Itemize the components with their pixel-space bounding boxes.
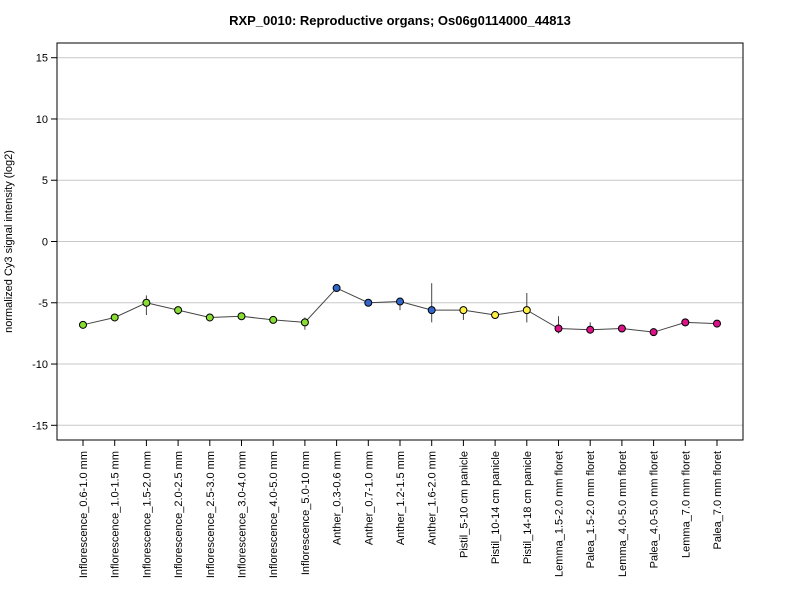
x-tick-label: Inflorescence_1.5-2.0 mm <box>141 451 153 578</box>
x-tick-label: Anther_0.7-1.0 mm <box>363 451 375 545</box>
x-tick-label: Lemma_4.0-5.0 mm floret <box>617 451 629 577</box>
y-tick-label: 10 <box>36 114 48 126</box>
x-tick-label: Inflorescence_3.0-4.0 mm <box>237 451 249 578</box>
data-point <box>364 298 373 307</box>
x-tick-label: Palea_1.5-2.0 mm floret <box>585 451 597 568</box>
y-tick-label: -5 <box>38 298 48 310</box>
data-point <box>522 306 531 315</box>
x-tick-label: Anther_1.2-1.5 mm <box>395 451 407 545</box>
data-point <box>491 311 500 320</box>
x-tick-label: Pistil_5-10 cm panicle <box>458 451 470 558</box>
y-tick-label: 15 <box>36 53 48 65</box>
data-point <box>681 318 690 327</box>
data-point <box>554 324 563 333</box>
data-point <box>205 313 214 322</box>
data-point <box>174 306 183 315</box>
data-point <box>300 318 309 327</box>
x-tick-label: Pistil_10-14 cm panicle <box>490 451 502 564</box>
y-tick-label: -15 <box>32 420 48 432</box>
x-tick-label: Palea_4.0-5.0 mm floret <box>649 451 661 568</box>
x-tick-label: Inflorescence_5.0-10 mm <box>300 451 312 575</box>
x-tick-label: Inflorescence_2.5-3.0 mm <box>205 451 217 578</box>
x-tick-label: Inflorescence_2.0-2.5 mm <box>173 451 185 578</box>
data-point <box>459 306 468 315</box>
data-point <box>617 324 626 333</box>
y-axis-label: normalized Cy3 signal intensity (log2) <box>3 150 15 333</box>
x-tick-label: Lemma_7.0 mm floret <box>680 451 692 558</box>
data-point <box>586 325 595 334</box>
data-point <box>269 315 278 324</box>
x-tick-label: Pistil_14-18 cm panicle <box>522 451 534 564</box>
chart-title: RXP_0010: Reproductive organs; Os06g0114… <box>229 13 571 28</box>
y-tick-label: 0 <box>42 237 48 249</box>
x-tick-label: Palea_7.0 mm floret <box>712 451 724 549</box>
data-point <box>110 313 119 322</box>
x-tick-label: Inflorescence_1.0-1.5 mm <box>110 451 122 578</box>
data-point <box>79 320 87 329</box>
data-point <box>142 298 151 307</box>
data-point <box>713 319 721 328</box>
data-point <box>237 312 246 321</box>
x-tick-label: Lemma_1.5-2.0 mm floret <box>554 451 566 577</box>
x-tick-label: Anther_0.3-0.6 mm <box>332 451 344 545</box>
y-tick-label: 5 <box>42 175 48 187</box>
data-point <box>396 297 404 306</box>
x-tick-label: Inflorescence_4.0-5.0 mm <box>268 451 280 578</box>
data-point <box>649 328 658 337</box>
x-tick-label: Anther_1.6-2.0 mm <box>427 451 439 545</box>
y-tick-label: -10 <box>32 359 48 371</box>
data-point <box>332 284 341 293</box>
x-tick-label: Inflorescence_0.6-1.0 mm <box>78 451 90 578</box>
data-point <box>427 306 436 315</box>
